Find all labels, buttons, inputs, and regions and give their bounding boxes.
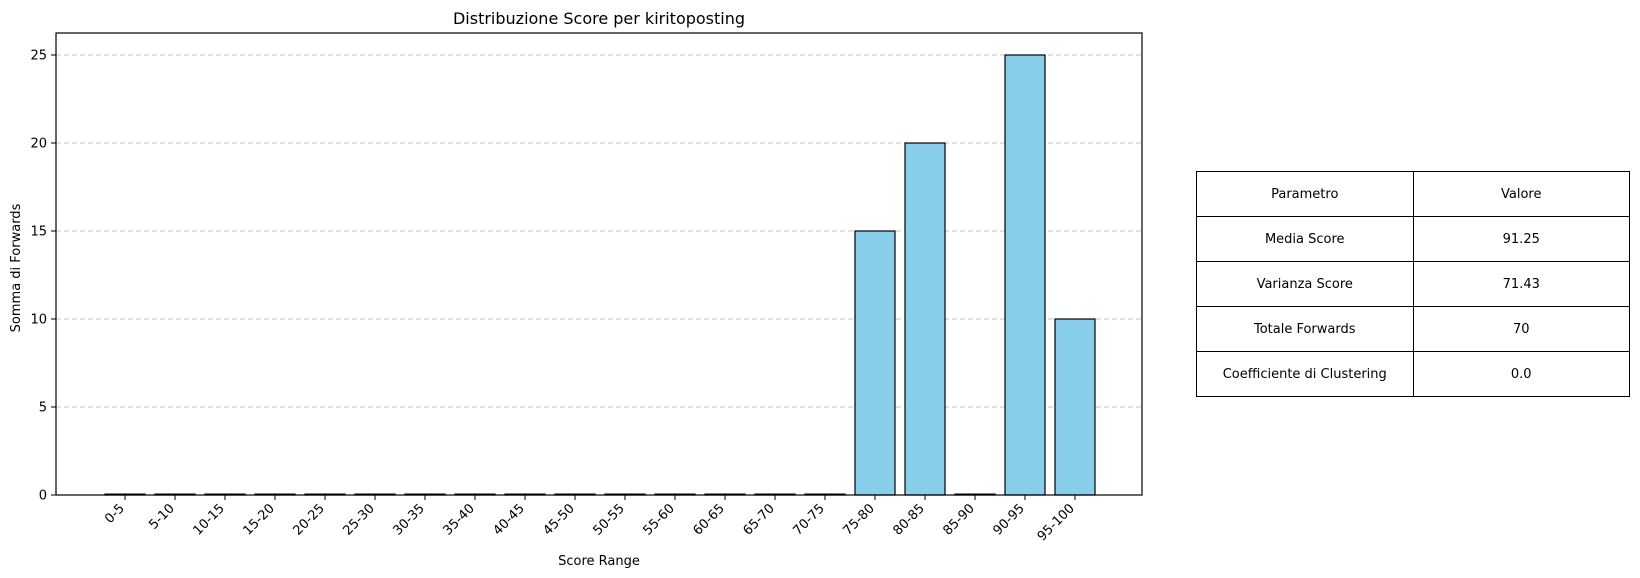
table-header-cell: Parametro xyxy=(1196,171,1414,217)
table-row: Totale Forwards 70 xyxy=(1196,306,1630,352)
x-tick-label: 85-90 xyxy=(941,501,978,538)
x-tick-label: 35-40 xyxy=(441,501,478,538)
x-tick-label: 65-70 xyxy=(741,501,778,538)
table-cell: Totale Forwards xyxy=(1196,306,1414,352)
x-tick-label: 25-30 xyxy=(341,501,378,538)
bar xyxy=(854,230,896,496)
bars xyxy=(104,54,1096,496)
table-cell: 0.0 xyxy=(1412,351,1630,397)
y-tick-label: 20 xyxy=(30,137,47,152)
x-tick-label: 70-75 xyxy=(791,501,828,538)
table-cell: Coefficiente di Clustering xyxy=(1196,351,1414,397)
x-tick-label: 90-95 xyxy=(991,501,1028,538)
bar xyxy=(904,142,946,496)
y-tick-label: 0 xyxy=(39,489,47,504)
y-tick-label: 15 xyxy=(30,225,47,240)
y-axis-label: Somma di Forwards xyxy=(9,203,24,332)
table-header-row: Parametro Valore xyxy=(1196,171,1630,217)
x-tick-label: 45-50 xyxy=(541,501,578,538)
x-tick-label: 0-5 xyxy=(102,501,128,527)
table-row: Varianza Score 71.43 xyxy=(1196,261,1630,307)
x-tick-label: 60-65 xyxy=(691,501,728,538)
stats-table: Parametro Valore Media Score 91.25 Varia… xyxy=(1196,171,1630,397)
table-cell: Media Score xyxy=(1196,216,1414,262)
chart-title: Distribuzione Score per kiritoposting xyxy=(453,9,745,28)
x-tick-label: 75-80 xyxy=(841,501,878,538)
x-tick-label: 80-85 xyxy=(891,501,928,538)
x-axis-label: Score Range xyxy=(558,554,640,569)
table-cell: 91.25 xyxy=(1412,216,1630,262)
table-cell: Varianza Score xyxy=(1196,261,1414,307)
x-tick-label: 30-35 xyxy=(391,501,428,538)
x-tick-label: 55-60 xyxy=(641,501,678,538)
x-tick-label: 20-25 xyxy=(291,501,328,538)
table-cell: 70 xyxy=(1412,306,1630,352)
plot-frame xyxy=(55,32,1143,496)
x-tick-label: 40-45 xyxy=(491,501,528,538)
x-tick-label: 95-100 xyxy=(1035,501,1078,544)
table-row: Media Score 91.25 xyxy=(1196,216,1630,262)
x-tick-label: 5-10 xyxy=(146,501,177,532)
x-ticks: 0-5 5-10 10-15 15-20 20-25 25-30 30-35 35-40 40-… xyxy=(102,495,1078,544)
y-tick-label: 10 xyxy=(30,313,47,328)
table-cell: 71.43 xyxy=(1412,261,1630,307)
x-tick-label: 50-55 xyxy=(591,501,628,538)
table-header-cell: Valore xyxy=(1412,171,1630,217)
y-tick-label: 25 xyxy=(30,49,47,64)
x-tick-label: 10-15 xyxy=(191,501,228,538)
y-tick-label: 5 xyxy=(39,401,47,416)
bar xyxy=(1054,318,1096,496)
table-row: Coefficiente di Clustering 0.0 xyxy=(1196,351,1630,397)
bar xyxy=(1004,54,1046,496)
y-ticks: 0 5 10 15 20 25 xyxy=(30,49,56,504)
gridlines xyxy=(56,54,1142,408)
x-tick-label: 15-20 xyxy=(241,501,278,538)
